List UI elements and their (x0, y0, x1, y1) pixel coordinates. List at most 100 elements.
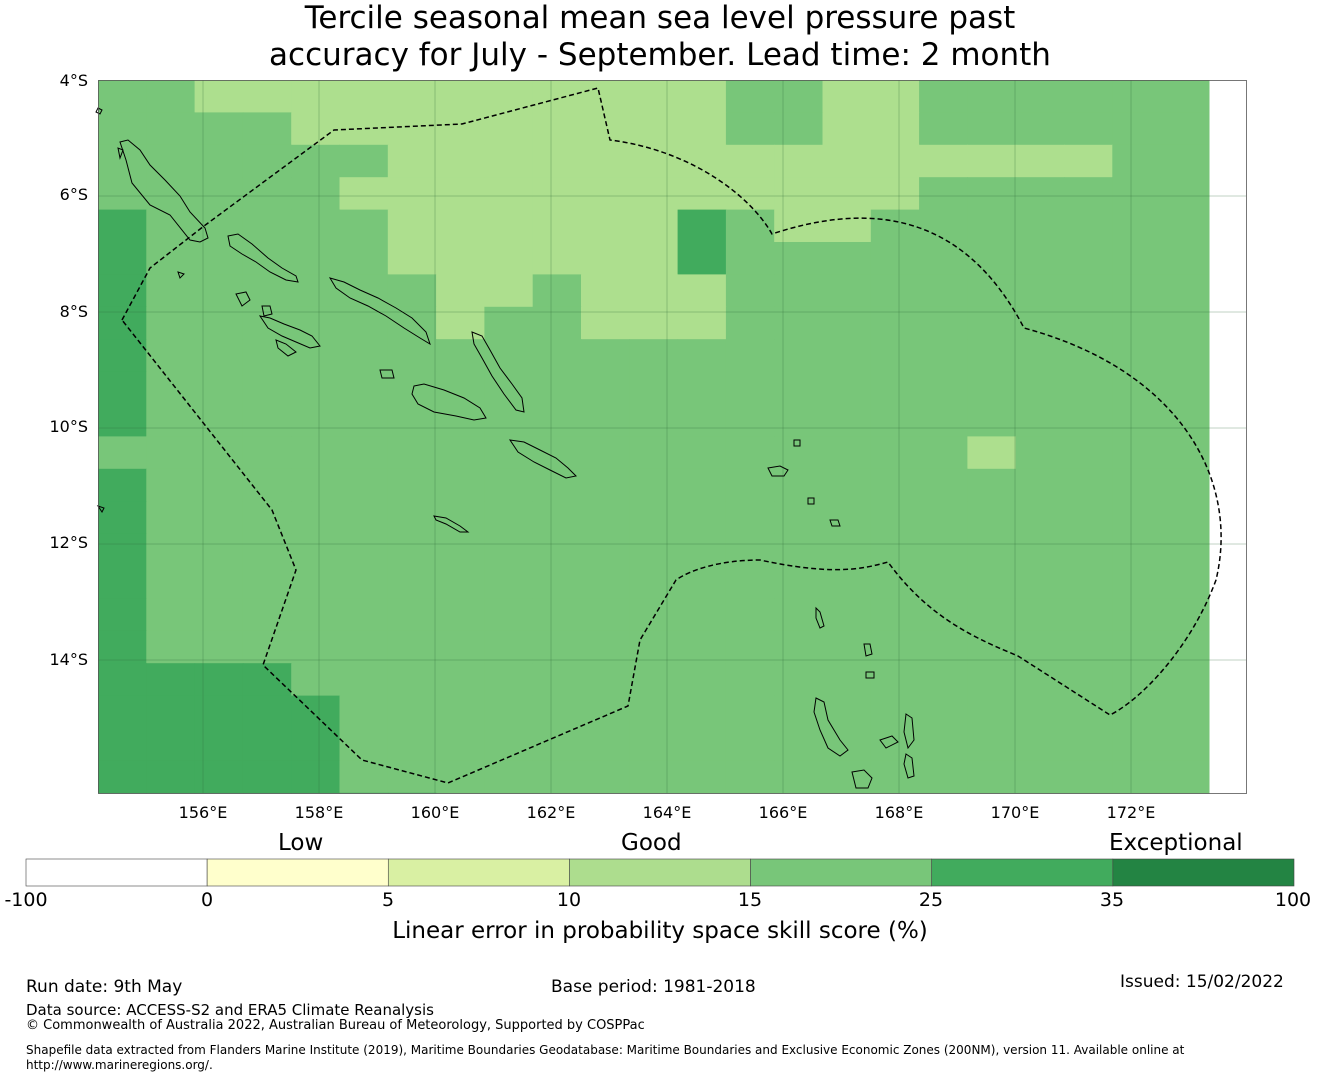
grid-cell (484, 144, 534, 178)
grid-cell (725, 630, 775, 664)
grid-cell (774, 728, 824, 761)
grid-cell (339, 209, 389, 243)
grid-cell (870, 177, 920, 211)
grid-cell (146, 598, 196, 632)
grid-cell (774, 371, 824, 405)
shapefile-credit-line-1: Shapefile data extracted from Flanders M… (26, 1043, 1185, 1057)
grid-cell (1112, 760, 1162, 794)
grid-cell (291, 760, 341, 794)
grid-cell (436, 339, 485, 373)
grid-cell (436, 177, 485, 211)
grid-cell (822, 112, 872, 146)
grid-cell (581, 728, 630, 761)
run-date: Run date: 9th May (26, 977, 183, 997)
lat-label: 12°S (49, 533, 88, 552)
grid-cell (484, 404, 534, 437)
grid-cell (146, 728, 196, 761)
grid-cell (870, 144, 920, 178)
data-source: Data source: ACCESS-S2 and ERA5 Climate … (26, 1001, 434, 1019)
grid-cell (919, 177, 968, 211)
grid-cell (387, 566, 437, 599)
grid-cell (98, 306, 147, 340)
grid-cell (436, 598, 485, 632)
grid-cell (532, 533, 582, 567)
grid-cell (194, 533, 244, 567)
grid-cell (919, 501, 968, 535)
grid-cell (919, 598, 968, 632)
lon-label: 168°E (874, 803, 924, 822)
grid-cell (242, 566, 292, 599)
graticule (98, 80, 1246, 793)
grid-cell (870, 695, 920, 729)
grid-cell (1112, 566, 1162, 599)
grid-cell (532, 630, 582, 664)
grid-cell (1064, 566, 1113, 599)
coastlines (95, 107, 915, 789)
grid-cell (1160, 209, 1210, 243)
grid-cell (1160, 663, 1210, 697)
grid-cell (629, 663, 679, 697)
grid-cell (774, 274, 824, 308)
grid-cell (919, 80, 968, 113)
grid-cell (1015, 630, 1065, 664)
grid-cell (484, 630, 534, 664)
grid-cell (774, 80, 824, 113)
grid-cell (484, 242, 534, 275)
grid-cell (291, 695, 341, 729)
grid-cell (532, 144, 582, 178)
grid-cell (146, 112, 196, 146)
grid-cell (532, 501, 582, 535)
grid-cell (98, 663, 147, 697)
grid-cell (725, 177, 775, 211)
grid-cell (194, 404, 244, 437)
grid-cell (822, 728, 872, 761)
grid-cell (1160, 598, 1210, 632)
grid-cell (629, 566, 679, 599)
grid-cell (629, 306, 679, 340)
grid-cell (919, 274, 968, 308)
title-line-1: Tercile seasonal mean sea level pressure… (304, 0, 1016, 36)
grid-cell (1112, 728, 1162, 761)
coastline-choiseul (227, 233, 299, 283)
grid-cell (98, 533, 147, 567)
grid-cell (822, 371, 872, 405)
grid-cell (967, 436, 1017, 470)
grid-cell (1160, 112, 1210, 146)
grid-cell (1160, 306, 1210, 340)
grid-cell (725, 274, 775, 308)
grid-cell (822, 436, 872, 470)
grid-cell (725, 501, 775, 535)
lon-label: 160°E (410, 803, 460, 822)
grid-cell (532, 695, 582, 729)
grid-cell (677, 436, 727, 470)
grid-cell (629, 112, 679, 146)
grid-cell (146, 501, 196, 535)
grid-cell (436, 404, 485, 437)
grid-cell (1064, 436, 1113, 470)
grid-cell (98, 80, 147, 113)
grid-cell (1064, 533, 1113, 567)
grid-cell (194, 663, 244, 697)
grid-cell (725, 566, 775, 599)
grid-cell (291, 533, 341, 567)
grid-cell (870, 728, 920, 761)
shapefile-credit-line-2: http://www.marineregions.org/. (26, 1058, 213, 1072)
grid-cell (291, 274, 341, 308)
colorbar-tick: 25 (918, 889, 944, 911)
grid-cell (387, 80, 437, 113)
grid-cell (146, 274, 196, 308)
grid-cell (194, 728, 244, 761)
grid-cell (242, 695, 292, 729)
grid-cell (677, 80, 727, 113)
grid-cell (339, 760, 389, 794)
grid-cell (725, 306, 775, 340)
grid-cell (194, 566, 244, 599)
lon-label: 170°E (990, 803, 1040, 822)
grid-cell (581, 274, 630, 308)
grid-cell (1015, 112, 1065, 146)
grid-cell (339, 501, 389, 535)
grid-cell (146, 760, 196, 794)
grid-cell (774, 566, 824, 599)
grid-cell (291, 728, 341, 761)
grid-cell (484, 436, 534, 470)
